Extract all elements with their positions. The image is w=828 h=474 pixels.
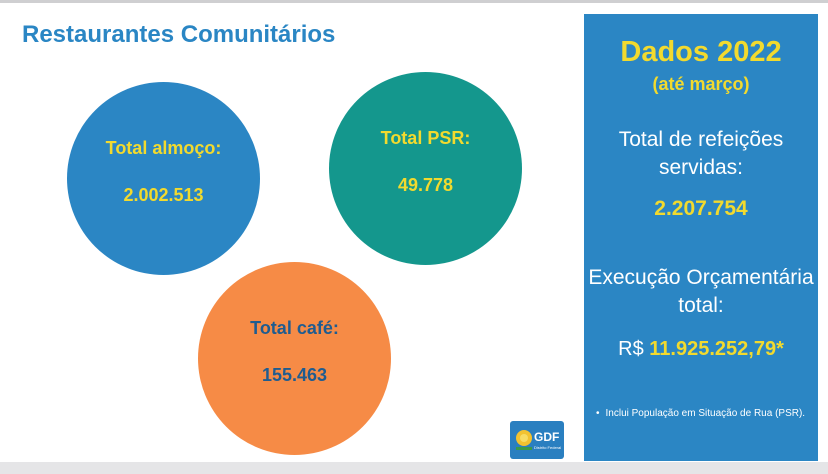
summary-panel: Dados 2022 (até março) Total de refeiçõe… (584, 14, 818, 461)
gdf-logo: GDF Distrito Federal (510, 421, 564, 459)
footnote: • Inclui População em Situação de Rua (P… (596, 407, 811, 421)
bullet-icon: • (596, 408, 600, 419)
meals-value: 2.207.754 (654, 197, 748, 220)
circle-label: Total almoço: (105, 137, 222, 158)
page-title: Restaurantes Comunitários (22, 21, 336, 48)
circle-label: Total café: (250, 317, 339, 338)
logo-subtext: Distrito Federal (534, 445, 562, 450)
panel-subtitle: (até março) (652, 74, 750, 94)
bottom-band (0, 462, 828, 474)
gdf-logo-icon (516, 430, 532, 450)
circle-value: 155.463 (261, 364, 328, 385)
circle-total-almoco: Total almoço: 2.002.513 (67, 82, 260, 275)
circle-value: 2.002.513 (123, 184, 204, 205)
circle-total-psr: Total PSR: 49.778 (329, 72, 522, 265)
circle-total-cafe: Total café: 155.463 (198, 262, 391, 455)
budget-value-line: R$ 11.925.252,79* (584, 338, 818, 361)
panel-year: Dados 2022 (620, 36, 782, 68)
footnote-text: Inclui População em Situação de Rua (PSR… (605, 408, 806, 419)
slide: Restaurantes Comunitários Total almoço: … (0, 0, 828, 462)
meals-label: Total de refeições servidas: (618, 128, 784, 179)
circle-value: 49.778 (397, 174, 454, 195)
logo-text: GDF (534, 430, 560, 444)
circle-label: Total PSR: (380, 127, 471, 148)
budget-value: 11.925.252,79* (649, 338, 784, 360)
currency: R$ (618, 338, 644, 360)
budget-label: Execução Orçamentária total: (588, 266, 814, 317)
